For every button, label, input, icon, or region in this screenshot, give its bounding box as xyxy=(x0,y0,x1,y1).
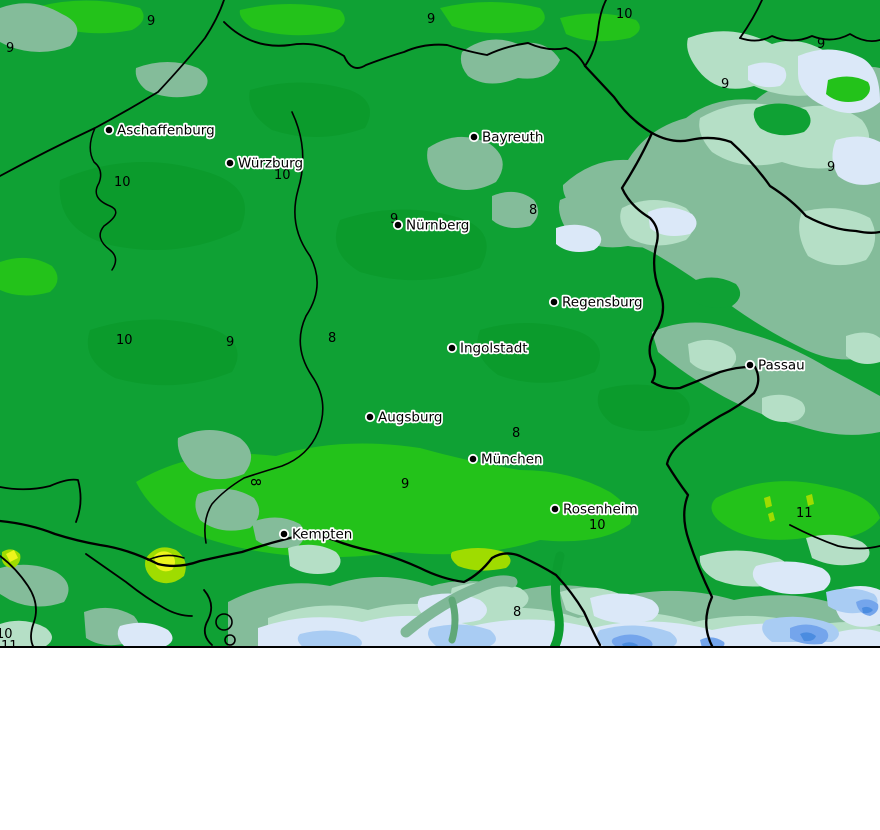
temperature-value-label: 9 xyxy=(147,14,155,29)
temperature-value-label: 8 xyxy=(513,605,521,620)
temperature-map: 9 9 9 10 9 9 10 10 9 8 9 10 9 8 8 9 8 10 11 8 10 11 Aschaffenb… xyxy=(0,0,880,654)
city-label: Ingolstadt xyxy=(460,341,528,357)
city-label: Kempten xyxy=(292,527,352,543)
city-dot xyxy=(446,342,458,354)
map-darkgreen-patches xyxy=(59,82,690,431)
city-dot xyxy=(468,131,480,143)
temperature-value-label: 9 xyxy=(401,477,409,492)
temperature-value-label: 9 xyxy=(427,12,435,27)
temperature-value-label: 9 xyxy=(817,37,825,52)
temperature-value-label: 10 xyxy=(116,333,133,348)
city-dot xyxy=(548,296,560,308)
map-brightgreen-patches xyxy=(0,0,880,558)
temperature-value-label: 9 xyxy=(827,160,835,175)
map-green-islands xyxy=(400,76,870,653)
city-label: Aschaffenburg xyxy=(117,123,215,139)
city-dot xyxy=(103,124,115,136)
city-label: Regensburg xyxy=(562,295,643,311)
temperature-value-label: 11 xyxy=(796,506,813,521)
temperature-value-label: 9 xyxy=(721,77,729,92)
city-dot xyxy=(467,453,479,465)
city-label: Würzburg xyxy=(238,156,303,172)
map-bottom-border xyxy=(0,646,880,648)
city-dot xyxy=(392,219,404,231)
city-dot xyxy=(224,157,236,169)
temperature-value-label: 10 xyxy=(0,627,13,642)
temperature-value-label: 9 xyxy=(6,41,14,56)
temperature-value-label: 8 xyxy=(247,478,262,486)
city-label: München xyxy=(481,452,543,468)
city-label: Passau xyxy=(758,358,805,374)
city-dot xyxy=(744,359,756,371)
temperature-value-label: 8 xyxy=(512,426,520,441)
city-label: Rosenheim xyxy=(563,502,638,518)
city-dot xyxy=(278,528,290,540)
temperature-value-label: 8 xyxy=(529,203,537,218)
temperature-value-label: 8 xyxy=(328,331,336,346)
city-dot xyxy=(549,503,561,515)
map-borders xyxy=(0,0,880,650)
temperature-value-label: 10 xyxy=(616,7,633,22)
city-dot xyxy=(364,411,376,423)
temperature-value-label: 9 xyxy=(390,212,398,227)
city-label: Bayreuth xyxy=(482,130,544,146)
temperature-value-label: 10 xyxy=(589,518,606,533)
city-label: Nürnberg xyxy=(406,218,469,234)
temperature-value-label: 10 xyxy=(274,168,291,183)
footer: Temperatur in 2m (in °C) Modell: ICON-D2… xyxy=(0,648,880,830)
temperature-value-label: 9 xyxy=(226,335,234,350)
temperature-value-label: 10 xyxy=(114,175,131,190)
city-label: Augsburg xyxy=(378,410,442,426)
